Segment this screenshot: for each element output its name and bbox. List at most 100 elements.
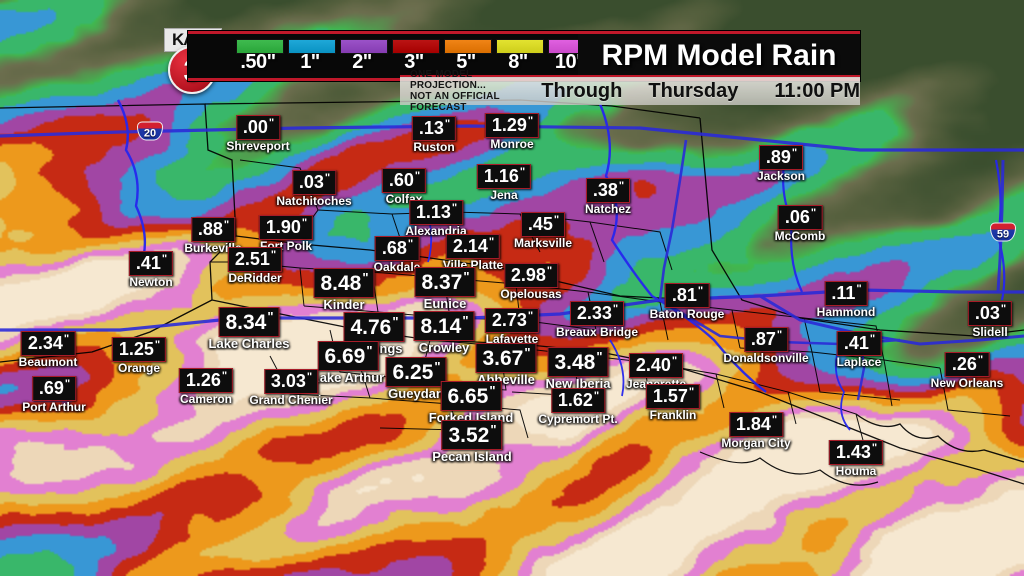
city-rainfall-value: .45" (520, 212, 566, 237)
city-rainfall-value: .13" (411, 116, 457, 141)
city-name: Port Arthur (22, 400, 86, 414)
city-name: McComb (774, 229, 826, 243)
city-label: 3.03" Grand Chenier (249, 369, 333, 407)
inch-mark: " (324, 172, 330, 184)
city-name: Cypremort Pt. (538, 412, 618, 426)
inch-mark: " (688, 386, 694, 398)
inch-mark: " (527, 115, 533, 127)
city-name: Marksville (513, 236, 573, 250)
inch-mark: " (856, 283, 861, 295)
city-label: 1.25" Orange (111, 337, 167, 375)
city-label: 3.67" Abbeville (475, 343, 537, 387)
city-label: 6.25" Gueydan (385, 357, 447, 401)
city-rainfall-value: 8.14" (413, 311, 475, 341)
city-rainfall-value: 2.40" (628, 353, 684, 378)
city-rainfall-value: .26" (944, 352, 990, 377)
inch-mark: " (546, 265, 552, 277)
city-rainfall-value: 1.25" (111, 337, 167, 362)
city-rainfall-value: 3.52" (441, 420, 503, 450)
legend-swatch-2 (340, 39, 388, 54)
city-rainfall-value: 1.62" (550, 388, 606, 413)
city-label: 8.14" Crowley (413, 311, 475, 355)
city-label: 2.98" Opelousas (500, 263, 562, 301)
inch-mark: " (527, 310, 533, 322)
legend-tick-0: .50" (240, 51, 276, 73)
inch-mark: " (791, 147, 797, 159)
city-label: 1.13" Alexandria (405, 200, 467, 238)
inch-mark: " (63, 333, 69, 345)
city-label: .41" Laplace (837, 331, 881, 369)
city-label: .89" Jackson (757, 145, 805, 183)
city-rainfall-value: 1.43" (828, 440, 884, 465)
legend-tick-2: 2" (352, 51, 372, 73)
city-name: Jackson (756, 169, 806, 183)
city-name: Ruston (413, 140, 455, 154)
disclaimer-line-1: ONE MODEL PROJECTION... (410, 69, 486, 91)
city-name: Morgan City (721, 436, 791, 450)
inch-mark: " (462, 313, 468, 328)
city-rainfall-value: .60" (381, 168, 427, 193)
graphic-title: RPM Model Rain (601, 39, 837, 72)
city-label: .88" Burkeville (184, 217, 242, 255)
city-rainfall-value: .69" (31, 376, 77, 401)
shield-route-number: 20 (143, 127, 157, 140)
city-label: .87" Donaldsonville (723, 327, 809, 365)
interstate-shield-icon: 59 (990, 222, 1016, 242)
inch-mark: " (869, 333, 875, 345)
legend-tick-6: 10" (554, 51, 586, 73)
legend-tick-1: 1" (300, 51, 320, 73)
city-rainfall-value: 3.48" (547, 347, 609, 377)
inch-mark: " (434, 359, 440, 374)
city-name: DeRidder (228, 271, 282, 285)
city-label: 1.16" Jena (476, 164, 532, 202)
inch-mark: " (776, 329, 782, 341)
city-label: 3.48" New Iberia (545, 347, 611, 391)
city-label: 8.37" Eunice (414, 267, 476, 311)
city-label: .26" New Orleans (931, 352, 1003, 390)
inch-mark: " (306, 371, 312, 383)
legend-swatch-3 (392, 39, 440, 54)
city-label: 1.26" Cameron (178, 368, 234, 406)
city-name: Hammond (816, 305, 876, 319)
city-label: .60" Colfax (381, 168, 427, 206)
city-name: Jena (490, 188, 518, 202)
city-label: 8.34" Lake Charles (209, 307, 289, 351)
city-name: Cameron (179, 392, 232, 406)
city-label: .41" Newton (128, 251, 174, 289)
legend-tick-5: 8" (508, 51, 528, 73)
city-label: 6.65" Forked Island (429, 381, 513, 425)
inch-mark: " (871, 442, 877, 454)
legend-swatch-0 (236, 39, 284, 54)
inch-mark: " (618, 180, 624, 192)
city-rainfall-value: 2.34" (20, 331, 76, 356)
inch-mark: " (593, 390, 599, 402)
city-name: Baton Rouge (649, 307, 725, 321)
interstate-shield-icon: 20 (137, 121, 163, 141)
city-rainfall-value: 1.16" (476, 164, 532, 189)
city-name: Donaldsonville (723, 351, 809, 365)
city-rainfall-value: 4.76" (343, 312, 405, 342)
city-rainfall-value: .41" (128, 251, 174, 276)
legend-title-bar: .50"1"2"3"5"8"10"15"+ RPM Model Rain (188, 31, 860, 81)
inch-mark: " (268, 117, 274, 129)
city-label: 3.52" Pecan Island (432, 420, 512, 464)
shield-route-number: 59 (996, 228, 1010, 241)
inch-mark: " (223, 219, 229, 231)
inch-mark: " (154, 339, 160, 351)
city-label: .03" Slidell (967, 301, 1013, 339)
city-label: .00" Shreveport (226, 115, 290, 153)
legend-swatch-4 (444, 39, 492, 54)
inch-mark: " (519, 166, 525, 178)
city-name: Shreveport (226, 139, 290, 153)
inch-mark: " (301, 217, 307, 229)
city-rainfall-value: .11" (824, 281, 868, 306)
city-name: Orange (117, 361, 160, 375)
city-label: .68" Oakdale (374, 236, 420, 274)
city-label: 1.84" Morgan City (721, 412, 791, 450)
city-label: 1.43" Houma (828, 440, 884, 478)
city-rainfall-value: 1.90" (258, 215, 314, 240)
graphic-title-bar: RPM Model Rain (578, 34, 860, 78)
city-rainfall-value: .81" (664, 283, 710, 308)
city-name: Pecan Island (432, 449, 512, 464)
